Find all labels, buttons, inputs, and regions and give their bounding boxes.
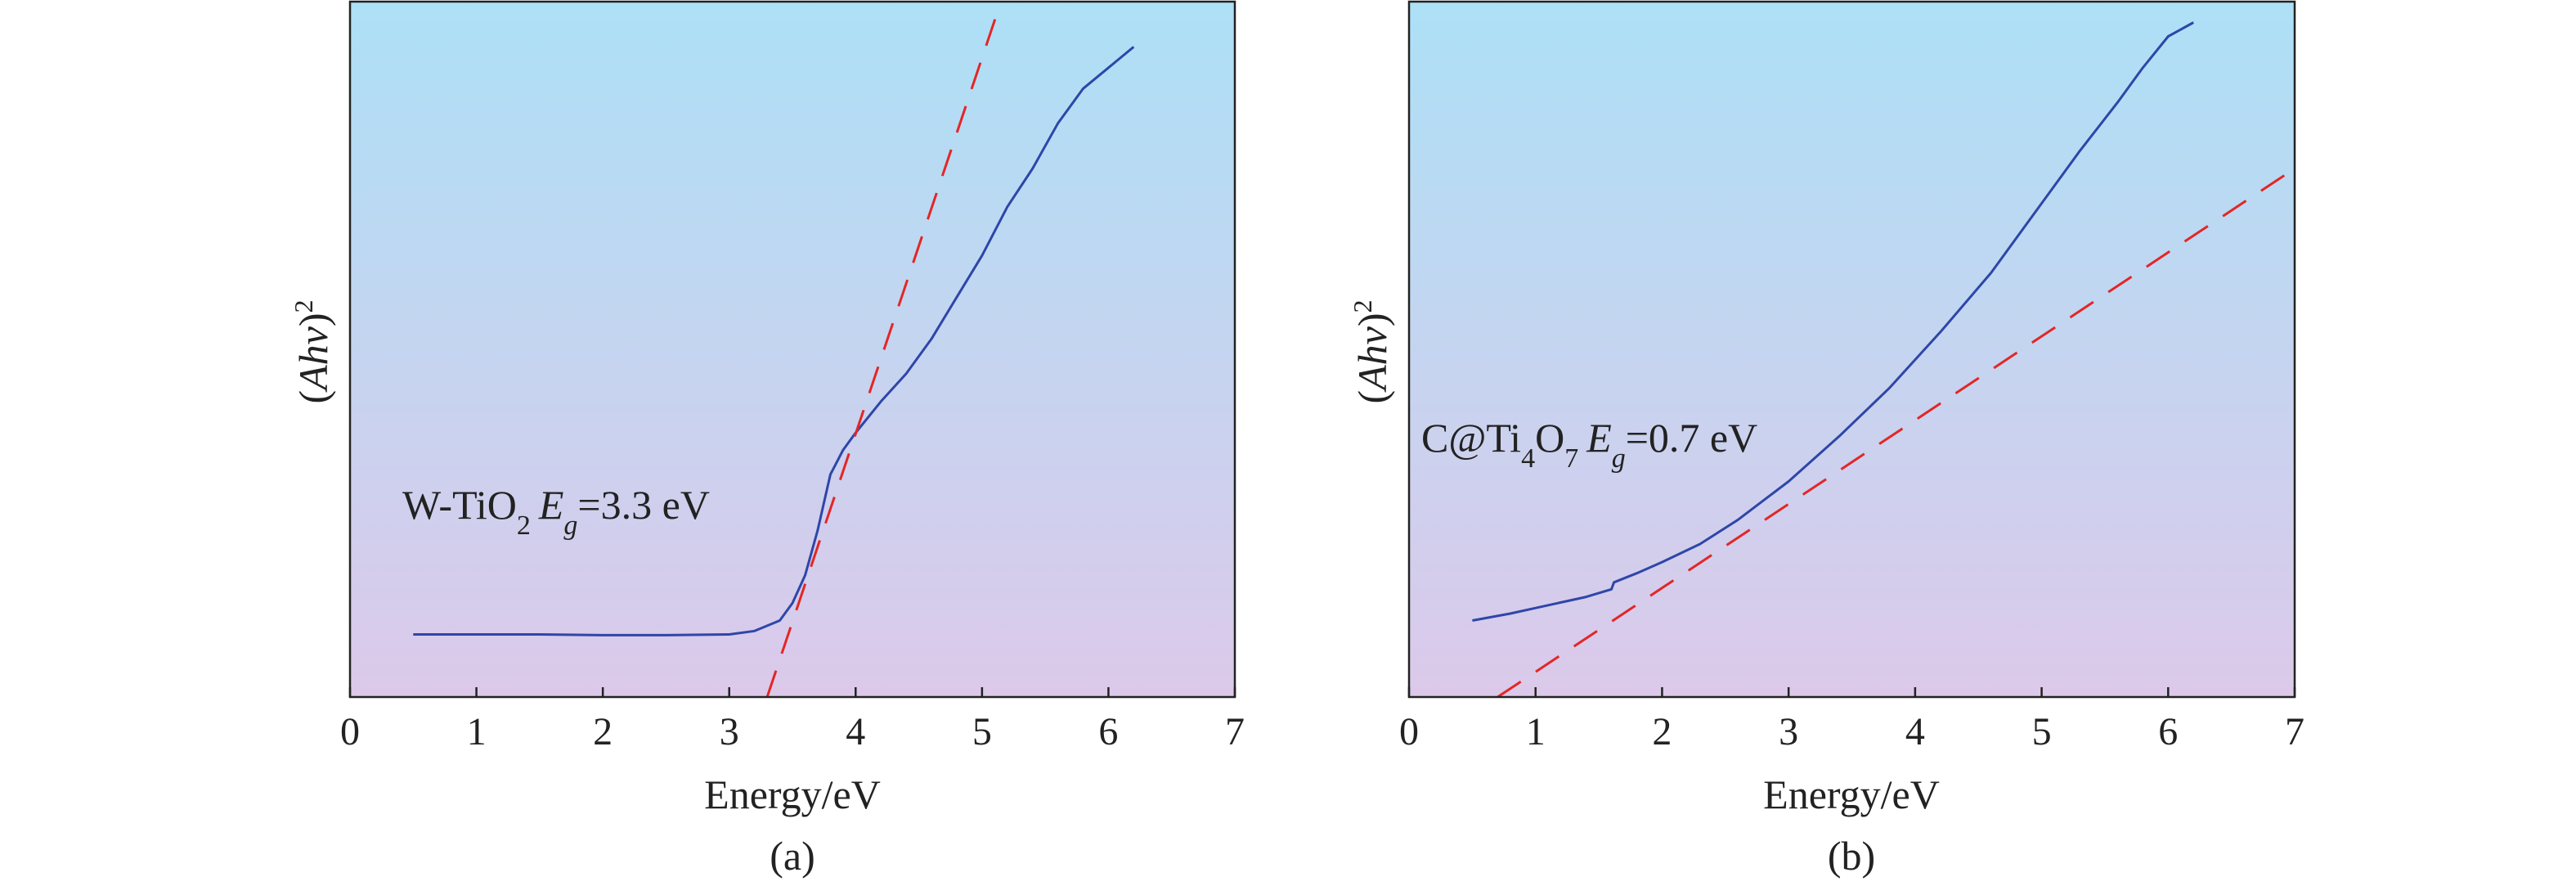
x-ticks-a: 0 1 2 3 4 5 6 7: [340, 687, 1245, 753]
x-tick-label-b-5: 5: [2032, 710, 2052, 753]
x-tick-label-a-6: 6: [1098, 710, 1118, 753]
x-tick-label-b-3: 3: [1779, 710, 1798, 753]
panel-label-b: (b): [1828, 833, 1875, 879]
x-tick-label-a-3: 3: [720, 710, 739, 753]
plot-frame-a: [348, 0, 1236, 699]
panel-label-a: (a): [770, 833, 815, 879]
x-tick-label-b-4: 4: [1905, 710, 1925, 753]
annotation-a: W-TiO2 Eg=3.3 eV: [402, 482, 710, 541]
x-tick-label-a-0: 0: [340, 710, 360, 753]
x-ticks-b: 0 1 2 3 4 5 6 7: [1399, 687, 2304, 753]
series-layer-a: [413, 2, 1135, 697]
series-layer-b: [1472, 21, 2295, 697]
data-curve-b: [1472, 21, 2194, 622]
x-tick-label-b-2: 2: [1652, 710, 1672, 753]
x-tick-label-b-1: 1: [1526, 710, 1546, 753]
x-tick-label-a-5: 5: [972, 710, 992, 753]
panel-a: 0 1 2 3 4 5 6 7 (Ahv)2 Energy/eV (a) W-TiO2 Eg=3…: [289, 0, 1245, 879]
x-tick-label-b-0: 0: [1399, 710, 1419, 753]
x-axis-label-a: Energy/eV: [704, 771, 881, 817]
x-tick-label-b-7: 7: [2285, 710, 2304, 753]
fit-line-b: [1497, 167, 2295, 697]
annotation-b: C@Ti4O7 Eg=0.7 eV: [1421, 415, 1757, 474]
x-axis-label-b: Energy/eV: [1763, 771, 1940, 817]
panel-b: 0 1 2 3 4 5 6 7 (Ahv)2 Energy/eV (b) C@Ti4O7 Eg=…: [1348, 0, 2304, 879]
x-tick-label-a-1: 1: [467, 710, 487, 753]
plot-area-b: [1409, 2, 2295, 697]
y-axis-label-b: (Ahv)2: [1348, 299, 1395, 403]
plot-area-a: [350, 2, 1235, 697]
x-tick-label-a-4: 4: [846, 710, 865, 753]
plot-frame-b: [1407, 0, 2296, 699]
y-axis-label-a: (Ahv)2: [289, 299, 336, 403]
x-tick-label-b-6: 6: [2158, 710, 2178, 753]
fit-line-a: [765, 2, 1003, 697]
data-curve-a: [413, 46, 1135, 636]
x-tick-label-a-2: 2: [593, 710, 613, 753]
x-tick-label-a-7: 7: [1225, 710, 1245, 753]
